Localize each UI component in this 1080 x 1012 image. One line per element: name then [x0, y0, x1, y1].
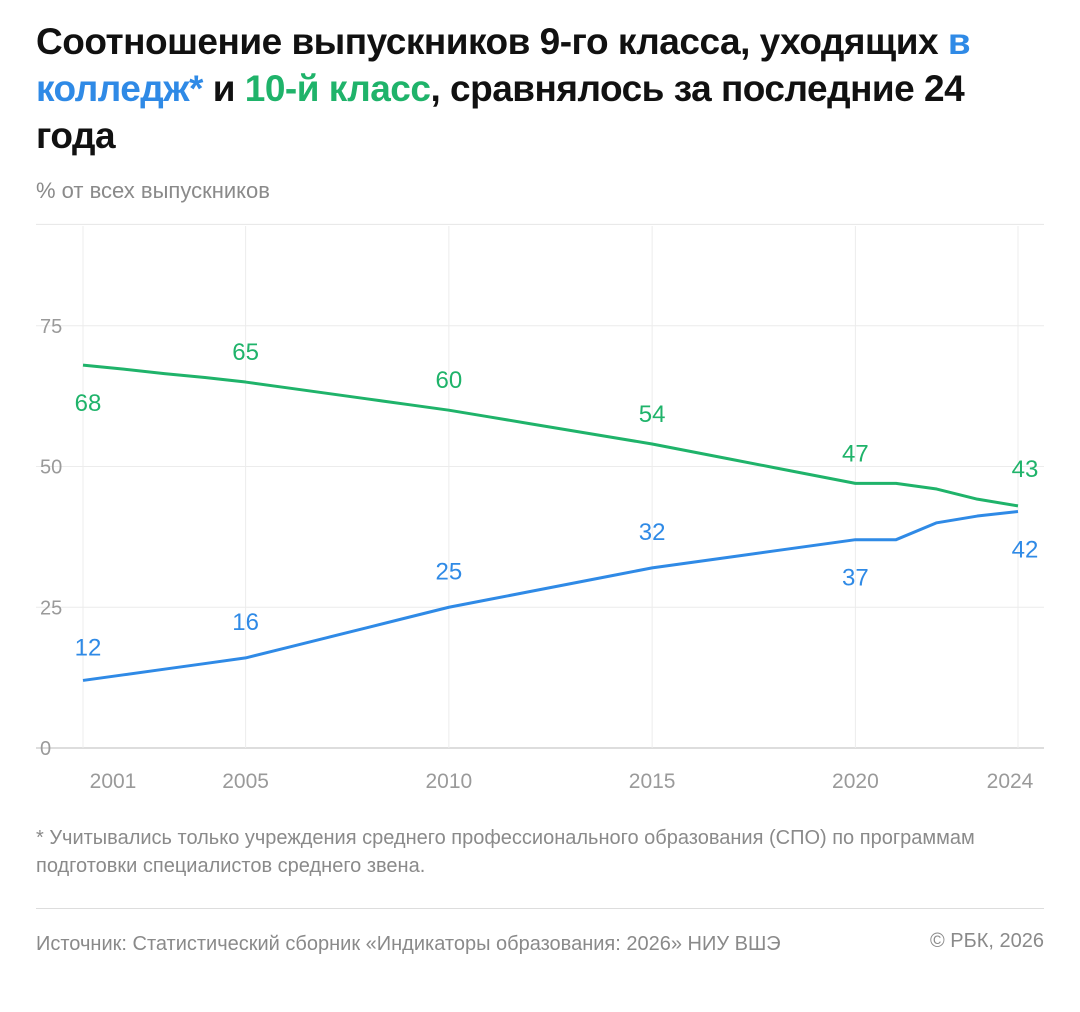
data-label: 12 — [75, 634, 102, 661]
divider — [36, 908, 1044, 909]
title-college: в колледж* — [36, 21, 971, 109]
data-label: 32 — [639, 519, 666, 546]
x-tick-label: 2024 — [987, 770, 1034, 793]
data-label: 25 — [436, 558, 463, 585]
series-line-10th-grade — [82, 363, 1019, 508]
y-tick-label: 25 — [40, 597, 62, 619]
x-tick-label: 2010 — [426, 770, 473, 793]
title-10th: 10-й класс — [244, 68, 431, 109]
x-tick-label: 2020 — [832, 770, 879, 793]
line-chart: 0 25 50 75 2001 2005 2010 2015 2020 2024 68 65 60 54 4… — [36, 223, 1044, 793]
x-tick-label: 2005 — [222, 770, 269, 793]
title-text: , сравнялось за последние 24 года — [36, 68, 965, 156]
x-tick-label: 2001 — [90, 770, 137, 793]
data-label: 65 — [232, 339, 259, 366]
y-axis-label: % от всех выпускников — [36, 178, 270, 203]
data-label: 16 — [232, 609, 259, 636]
series-line-college — [82, 510, 1019, 682]
title-text: и — [202, 68, 245, 109]
copyright: © РБК, 2026 — [929, 930, 1044, 952]
data-label: 68 — [75, 390, 102, 417]
y-tick-label: 0 — [40, 738, 51, 760]
x-tick-label: 2015 — [629, 770, 676, 793]
data-label: 43 — [1012, 456, 1039, 483]
footnote: * Учитывались только учреждения среднего… — [36, 827, 975, 877]
data-label: 60 — [436, 367, 463, 394]
data-label: 42 — [1012, 537, 1039, 564]
title-text: Соотношение выпускников 9-го класса, ухо… — [36, 21, 948, 62]
data-label: 47 — [842, 440, 869, 467]
chart-title: Соотношение выпускников 9-го класса, ухо… — [36, 18, 1046, 159]
source: Источник: Статистический сборник «Индика… — [36, 933, 781, 955]
y-tick-label: 50 — [40, 457, 62, 479]
data-label: 37 — [842, 565, 869, 592]
data-label: 54 — [639, 401, 666, 428]
y-tick-label: 75 — [40, 316, 62, 338]
